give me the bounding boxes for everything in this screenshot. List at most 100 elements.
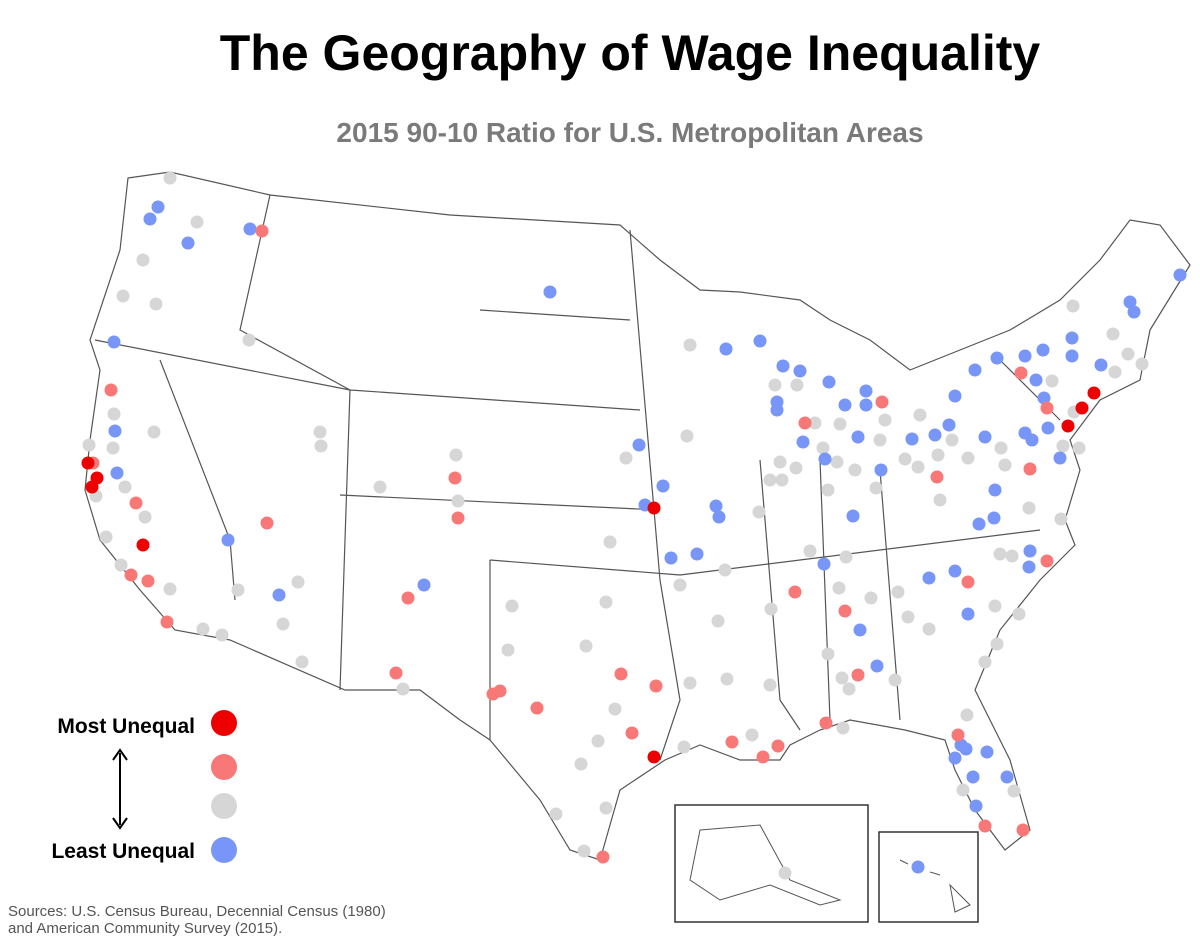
metro-dot <box>673 578 687 592</box>
metro-dot <box>803 544 817 558</box>
metro-dot <box>108 424 122 438</box>
metro-dot <box>870 659 884 673</box>
metro-dot <box>124 568 138 582</box>
metro-dot <box>821 647 835 661</box>
metro-dot <box>790 378 804 392</box>
metro-dot <box>603 535 617 549</box>
metro-dot <box>878 413 892 427</box>
metro-dot <box>988 599 1002 613</box>
legend-swatch <box>211 754 237 780</box>
metro-dot <box>160 615 174 629</box>
metro-dot <box>647 501 661 515</box>
metro-dot <box>1025 433 1039 447</box>
metro-dot <box>993 547 1007 561</box>
metro-dot <box>1041 421 1055 435</box>
metro-dot <box>116 289 130 303</box>
metro-dot <box>891 585 905 599</box>
subtitle: 2015 90-10 Ratio for U.S. Metropolitan A… <box>336 117 923 148</box>
legend-label: Most Unequal <box>57 715 195 738</box>
metro-dot <box>960 708 974 722</box>
metro-dot <box>793 364 807 378</box>
legend-swatch <box>211 793 237 819</box>
metro-dot <box>956 783 970 797</box>
metro-dot <box>851 668 865 682</box>
metro-dot <box>1018 349 1032 363</box>
metro-dot <box>664 551 678 565</box>
metro-dot <box>859 384 873 398</box>
metro-dot <box>768 378 782 392</box>
metro-dot <box>181 236 195 250</box>
metro-dot <box>796 435 810 449</box>
metro-dot <box>961 451 975 465</box>
metro-dot <box>1053 451 1067 465</box>
metro-dot <box>846 509 860 523</box>
metro-dot <box>961 575 975 589</box>
metro-dot <box>451 511 465 525</box>
metro-dot <box>1065 349 1079 363</box>
metro-dot <box>948 389 962 403</box>
metro-dot <box>1135 357 1149 371</box>
metro-dot <box>231 583 245 597</box>
metro-dot <box>1121 347 1135 361</box>
metro-dot <box>1066 299 1080 313</box>
metro-dot <box>625 726 639 740</box>
metro-dot <box>260 516 274 530</box>
metro-dot <box>972 517 986 531</box>
metro-dot <box>501 643 515 657</box>
metro-dot <box>107 335 121 349</box>
metro-dot <box>1054 512 1068 526</box>
metro-dot <box>574 757 588 771</box>
alaska-outline <box>689 824 842 906</box>
metro-dot <box>711 614 725 628</box>
metro-dot <box>1007 784 1021 798</box>
metro-dot <box>143 212 157 226</box>
metro-dot <box>690 547 704 561</box>
metro-dot <box>987 511 1001 525</box>
metro-dot <box>725 735 739 749</box>
metro-dot <box>1022 560 1036 574</box>
metro-dot <box>922 622 936 636</box>
metro-dot <box>948 751 962 765</box>
metro-dot <box>1173 268 1187 282</box>
metro-dot <box>968 363 982 377</box>
metro-dot <box>851 430 865 444</box>
metro-dot <box>449 448 463 462</box>
metro-dot <box>764 602 778 616</box>
metro-dot <box>1108 365 1122 379</box>
metro-dot <box>930 470 944 484</box>
metro-dot <box>756 750 770 764</box>
metro-dot <box>243 222 257 236</box>
metro-dot <box>745 728 759 742</box>
legend-swatch <box>211 837 237 863</box>
metro-dot <box>994 441 1008 455</box>
metro-dot <box>608 702 622 716</box>
metro-dot <box>619 451 633 465</box>
metro-dot <box>873 433 887 447</box>
hawaii-outline <box>899 859 971 913</box>
metro-dot <box>775 473 789 487</box>
metro-dot <box>818 452 832 466</box>
metro-dot <box>763 678 777 692</box>
hawaii-inset <box>878 831 979 923</box>
source-line: Sources: U.S. Census Bureau, Decennial C… <box>8 903 386 920</box>
metro-dot <box>911 860 925 874</box>
metro-dot <box>1075 401 1089 415</box>
metro-dot <box>969 799 983 813</box>
metro-dot <box>1000 770 1014 784</box>
metro-dots <box>81 171 1187 880</box>
metro-dot <box>752 505 766 519</box>
metro-dot <box>1023 544 1037 558</box>
metro-dot <box>147 425 161 439</box>
metro-dot <box>988 483 1002 497</box>
metro-dot <box>579 639 593 653</box>
metro-dot <box>816 441 830 455</box>
metro-dot <box>888 673 902 687</box>
metro-dot <box>933 493 947 507</box>
metro-dot <box>833 417 847 431</box>
metro-dot <box>591 734 605 748</box>
metro-dot <box>493 684 507 698</box>
metro-dot <box>763 473 777 487</box>
metro-dot <box>788 585 802 599</box>
metro-dot <box>798 416 812 430</box>
metro-dot <box>81 456 95 470</box>
